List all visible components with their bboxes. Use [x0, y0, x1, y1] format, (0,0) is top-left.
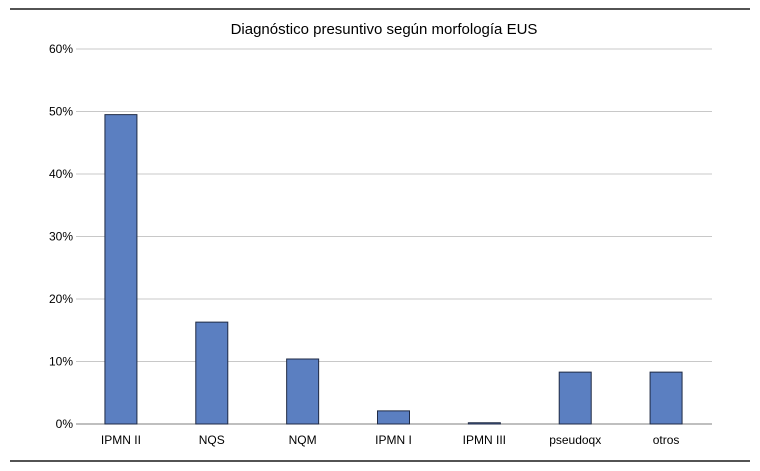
x-tick-label: IPMN III	[463, 433, 506, 447]
bar-otros	[649, 371, 683, 425]
bar-nqm	[286, 358, 320, 425]
x-tick-label: NQM	[289, 433, 317, 447]
x-tick-label: IPMN I	[375, 433, 412, 447]
gridlines	[76, 48, 712, 425]
y-tick-label: 60%	[49, 42, 73, 56]
y-axis-ticks: 0% 10% 20% 30% 40% 50% 60%	[49, 42, 73, 431]
y-tick-label: 50%	[49, 105, 73, 119]
x-tick-label: pseudoqx	[549, 433, 601, 447]
bar-ipmn-i	[377, 410, 410, 425]
x-axis-ticks: IPMN II NQS NQM IPMN I IPMN III pseudoqx otros	[101, 433, 679, 447]
bars	[104, 114, 683, 425]
x-tick-label: NQS	[199, 433, 225, 447]
chart-title: Diagnóstico presuntivo según morfología …	[231, 21, 538, 38]
bar-ipmn-iii	[467, 422, 501, 425]
x-tick-label: otros	[653, 433, 680, 447]
x-tick-label: IPMN II	[101, 433, 141, 447]
y-tick-label: 10%	[49, 355, 73, 369]
bar-nqs	[195, 321, 229, 425]
y-tick-label: 30%	[49, 230, 73, 244]
y-tick-label: 0%	[56, 417, 74, 431]
y-tick-label: 40%	[49, 167, 73, 181]
bar-pseudoqx	[558, 371, 592, 425]
y-tick-label: 20%	[49, 292, 73, 306]
bar-ipmn-ii	[104, 114, 138, 425]
